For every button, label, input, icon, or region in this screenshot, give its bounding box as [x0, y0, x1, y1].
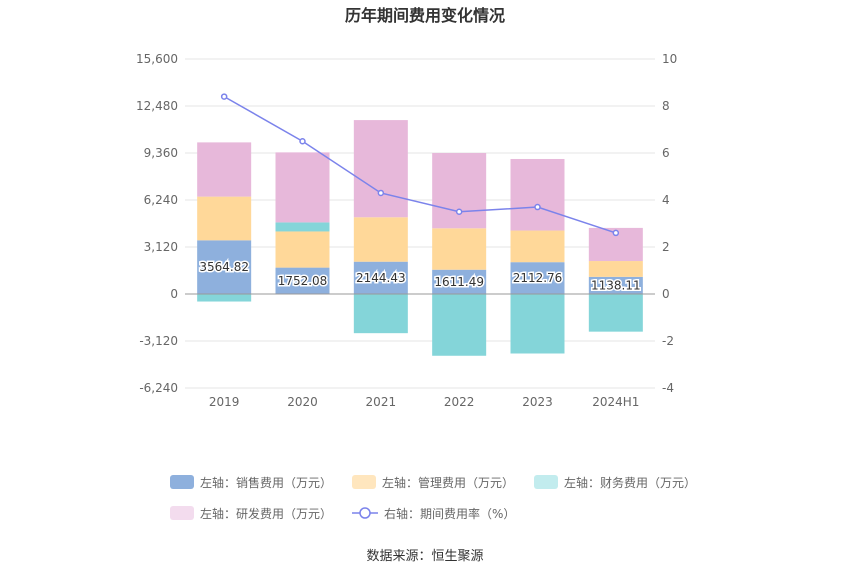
- rate-point: [220, 93, 228, 100]
- rate-point: [299, 138, 306, 145]
- bar-sales: [197, 240, 252, 294]
- bar-mgmt: [510, 230, 565, 263]
- bar-rd: [432, 152, 487, 229]
- rate-point: [377, 189, 385, 197]
- bar-rd: [510, 158, 565, 231]
- legend-item-sales[interactable]: 左轴：销售费用（万元）: [170, 474, 332, 491]
- chart-canvas: 3564.82 1752.08 2144.43 1611.49 2112.76 1138.…: [136, 52, 677, 409]
- x-axis-tick-label: 2022: [444, 395, 475, 409]
- axis-layer: 15,600 12,480 9,360 6,240 3,120 0 -3,120 -6,240…: [136, 52, 677, 409]
- right-axis-tick-label: 10: [662, 52, 677, 66]
- legend-label-sales: 左轴：销售费用（万元）: [200, 475, 333, 490]
- rate-line-layer: [220, 93, 620, 237]
- rate-point: [612, 229, 620, 237]
- left-axis-tick-label: 12,480: [136, 99, 178, 113]
- bar-sales: [432, 269, 487, 294]
- right-axis-tick-label: -2: [662, 334, 674, 348]
- rate-point: [455, 208, 463, 215]
- left-axis-tick-label: 15,600: [136, 52, 178, 66]
- bar-rd: [275, 152, 330, 223]
- legend-item-mgmt[interactable]: 左轴：管理费用（万元）: [352, 474, 514, 491]
- left-axis-tick-label: 9,360: [144, 146, 178, 160]
- x-axis-tick-label: 2024H1: [592, 395, 639, 409]
- x-axis-tick-label: 2019: [209, 395, 240, 409]
- left-axis-tick-label: 0: [170, 287, 178, 301]
- bar-finance: [588, 294, 643, 332]
- data-label-sales: 3564.82: [199, 260, 249, 274]
- right-axis-tick-label: 4: [662, 193, 670, 207]
- x-axis-tick-label: 2023: [522, 395, 553, 409]
- legend: 左轴：销售费用（万元） 左轴：管理费用（万元） 左轴：财务费用（万元） 左轴：研…: [170, 471, 730, 533]
- bar-mgmt: [588, 261, 643, 277]
- rate-point: [534, 203, 541, 211]
- data-labels-layer: 3564.82 1752.08 2144.43 1611.49 2112.76 1138.…: [198, 259, 642, 294]
- bar-swatch-icon: [352, 475, 377, 489]
- bar-sales: [275, 267, 330, 294]
- right-axis-tick-label: -4: [662, 381, 674, 395]
- line-marker-icon: [352, 507, 379, 519]
- legend-row-2: 左轴：研发费用（万元） 右轴：期间费用率（%）: [170, 502, 730, 524]
- right-axis-tick-label: 8: [662, 99, 670, 113]
- bar-mgmt: [275, 231, 330, 268]
- x-axis-tick-label: 2021: [366, 395, 397, 409]
- bar-swatch-icon: [170, 506, 194, 520]
- bar-finance: [510, 294, 565, 354]
- bar-finance: [353, 294, 408, 334]
- grid-layer: [185, 58, 655, 389]
- data-label-sales: 1138.11: [591, 278, 641, 292]
- rate-line: [223, 95, 617, 234]
- bar-rd: [197, 142, 252, 197]
- data-label-sales: 1611.49: [434, 275, 484, 289]
- bar-finance: [197, 294, 252, 302]
- data-label-sales: 1752.08: [278, 274, 328, 288]
- left-axis-tick-label: -3,120: [139, 334, 178, 348]
- data-label-sales: 2112.76: [513, 271, 563, 285]
- right-axis-tick-label: 6: [662, 146, 670, 160]
- legend-item-rd[interactable]: 左轴：研发费用（万元）: [170, 505, 332, 522]
- legend-label-rate: 右轴：期间费用率（%）: [384, 506, 516, 521]
- bar-finance: [275, 222, 330, 232]
- legend-label-rd: 左轴：研发费用（万元）: [200, 506, 333, 521]
- bar-mgmt: [197, 196, 252, 241]
- bar-mgmt: [353, 217, 408, 262]
- x-axis-tick-label: 2020: [287, 395, 318, 409]
- bar-sales: [353, 261, 408, 294]
- data-source: 数据来源：恒生聚源: [366, 549, 484, 564]
- bar-rd: [353, 120, 408, 218]
- left-axis-tick-label: -6,240: [139, 381, 178, 395]
- left-axis-tick-label: 3,120: [144, 240, 178, 254]
- legend-row-1: 左轴：销售费用（万元） 左轴：管理费用（万元） 左轴：财务费用（万元）: [170, 471, 730, 493]
- left-axis-tick-label: 6,240: [144, 193, 178, 207]
- legend-item-rate[interactable]: 右轴：期间费用率（%）: [352, 505, 515, 522]
- bar-mgmt: [432, 228, 487, 270]
- bars-layer: [197, 120, 643, 356]
- bar-sales: [588, 276, 643, 294]
- bar-swatch-icon: [170, 475, 194, 489]
- legend-label-finance: 左轴：财务费用（万元）: [564, 475, 697, 490]
- legend-label-mgmt: 左轴：管理费用（万元）: [382, 475, 515, 490]
- right-axis-tick-label: 2: [662, 240, 670, 254]
- legend-item-finance[interactable]: 左轴：财务费用（万元）: [534, 474, 696, 491]
- bar-sales: [510, 262, 565, 294]
- bar-finance: [432, 294, 487, 356]
- right-axis-tick-label: 0: [662, 287, 670, 301]
- data-label-sales: 2144.43: [356, 271, 406, 285]
- chart-title: 历年期间费用变化情况: [344, 6, 505, 25]
- bar-swatch-icon: [534, 475, 559, 489]
